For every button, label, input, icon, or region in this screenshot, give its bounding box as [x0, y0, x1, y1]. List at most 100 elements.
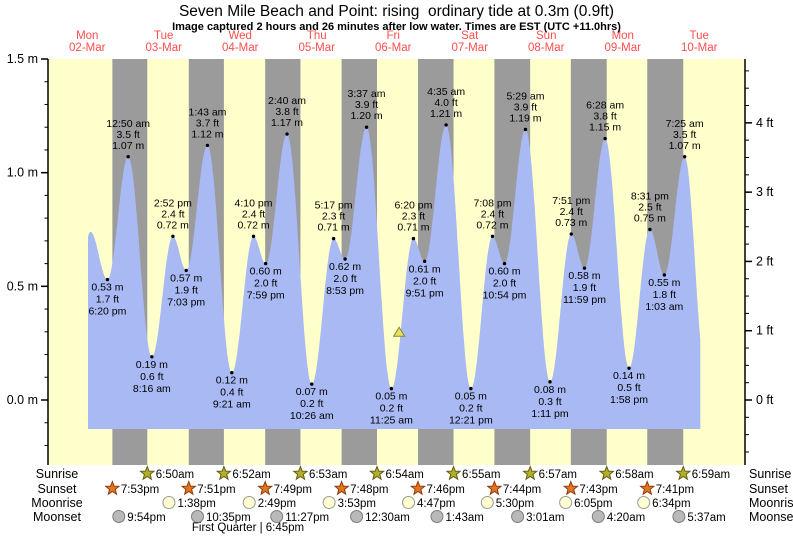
sunrise-icon — [215, 465, 232, 481]
moonrise-time: 1:38pm — [177, 498, 215, 510]
moonrise-icon — [162, 496, 176, 509]
high-tide-label: 3:37 am — [348, 88, 386, 100]
sunrise-time: 6:59am — [692, 469, 730, 481]
low-tide-label: 0.05 m — [455, 391, 487, 403]
tide-extreme-dot — [126, 155, 130, 159]
low-tide-label: 0.14 m — [613, 370, 645, 382]
tide-extreme-dot — [171, 234, 175, 239]
high-tide-label: 0.75 m — [634, 213, 666, 225]
low-tide-label: 0.57 m — [170, 272, 202, 284]
high-tide-label: 5:17 pm — [315, 200, 353, 212]
high-tide-label: 7:51 pm — [552, 195, 590, 207]
row-label-sunset: Sunset — [749, 482, 788, 496]
tide-extreme-dot — [184, 268, 188, 273]
sunset-time: 7:49pm — [274, 484, 312, 496]
tide-extreme-dot — [627, 366, 631, 370]
sunrise-icon — [368, 465, 386, 481]
row-label-moonrise: Moonrise — [749, 496, 793, 510]
y-axis-label-m: 1.5 m — [7, 52, 38, 66]
moonset-icon — [270, 510, 284, 523]
low-tide-label: 0.61 m — [409, 263, 441, 275]
y-axis-label-ft: 0 ft — [756, 393, 774, 407]
moonset-time: 11:27pm — [285, 512, 329, 524]
sunset-time: 7:53pm — [121, 484, 159, 496]
sunrise-time: 6:54am — [385, 469, 423, 481]
tide-extreme-dot — [469, 386, 473, 391]
low-tide-label: 8:53 pm — [326, 285, 364, 297]
low-tide-label: 2.0 ft — [333, 273, 356, 285]
high-tide-label: 0.72 m — [237, 219, 269, 231]
moonset-time: 1:43am — [445, 512, 483, 524]
high-tide-label: 3.8 ft — [275, 106, 298, 118]
row-label-sunrise: Sunrise — [36, 467, 78, 481]
tide-extreme-dot — [682, 155, 687, 159]
tide-extreme-dot — [205, 143, 210, 148]
low-tide-label: 1.8 ft — [653, 289, 676, 301]
sunrise-time: 6:55am — [462, 469, 500, 481]
moonset-icon — [672, 510, 686, 523]
high-tide-label: 2:52 pm — [154, 197, 192, 209]
tide-extreme-dot — [389, 386, 394, 391]
high-tide-label: 8:31 pm — [631, 191, 669, 203]
moonset-icon — [190, 510, 204, 523]
high-tide-label: 6:20 pm — [394, 200, 432, 212]
high-tide-label: 0.72 m — [157, 219, 189, 231]
low-tide-label: 0.55 m — [648, 277, 680, 289]
low-tide-label: 2.0 ft — [254, 278, 277, 290]
row-label-moonset: Moonset — [33, 510, 81, 524]
sunset-icon — [180, 480, 197, 496]
high-tide-label: 1.17 m — [271, 117, 303, 129]
sunset-icon — [639, 480, 656, 496]
tide-extreme-dot — [331, 236, 336, 241]
high-tide-label: 2.4 ft — [481, 208, 504, 220]
sunset-time: 7:43pm — [579, 484, 617, 496]
moonrise-icon — [480, 496, 494, 509]
moonset-time: 4:20am — [607, 512, 645, 524]
tide-extreme-dot — [364, 125, 369, 129]
high-tide-label: 0.71 m — [318, 222, 350, 234]
low-tide-label: 7:59 pm — [247, 290, 285, 302]
day-header-date: 07-Mar — [452, 42, 489, 54]
low-tide-label: 1:58 pm — [610, 394, 648, 406]
high-tide-label: 3.9 ft — [514, 101, 537, 113]
tide-area — [88, 124, 701, 430]
day-header-date: 10-Mar — [681, 42, 718, 54]
high-tide-label: 3.5 ft — [116, 129, 139, 141]
tide-extreme-dot — [230, 371, 234, 375]
low-tide-label: 10:26 am — [290, 410, 334, 422]
sunset-icon — [333, 480, 350, 496]
high-tide-label: 7:08 pm — [474, 197, 512, 209]
tide-extreme-dot — [310, 382, 314, 386]
high-tide-label: 2.4 ft — [560, 206, 583, 218]
high-tide-label: 2:40 am — [268, 95, 306, 107]
moonrise-time: 4:47pm — [417, 498, 455, 510]
tide-extreme-dot — [502, 261, 507, 266]
sunrise-icon — [445, 465, 462, 481]
low-tide-label: 0.07 m — [296, 386, 328, 398]
moonset-time: 3:01am — [526, 512, 564, 524]
y-axis-label-ft: 3 ft — [756, 185, 774, 199]
sunrise-icon — [139, 465, 156, 481]
y-axis-label-ft: 1 ft — [756, 324, 774, 338]
sunset-icon — [104, 480, 121, 496]
tide-extreme-dot — [582, 266, 587, 270]
y-axis-label-m: 0.0 m — [7, 393, 38, 407]
tide-extreme-dot — [251, 234, 256, 239]
moonset-time: 10:35pm — [206, 512, 251, 524]
low-tide-label: 0.6 ft — [140, 371, 163, 383]
day-header-weekday: Mon — [612, 30, 634, 42]
low-tide-label: 8:16 am — [133, 383, 171, 395]
low-tide-label: 1:03 am — [645, 301, 683, 313]
tide-extreme-dot — [662, 273, 667, 277]
tide-extreme-dot — [548, 380, 552, 384]
high-tide-label: 1.07 m — [669, 140, 701, 152]
sunrise-time: 6:58am — [615, 469, 653, 481]
moonrise-icon — [242, 496, 256, 509]
high-tide-label: 7:25 am — [666, 118, 704, 130]
sunrise-icon — [598, 465, 615, 481]
moonrise-time: 6:05pm — [574, 498, 612, 510]
page-title: Seven Mile Beach and Point: rising ordin… — [178, 3, 615, 20]
low-tide-label: 10:54 pm — [483, 290, 527, 302]
moonset-icon — [591, 510, 605, 523]
high-tide-label: 2.3 ft — [402, 211, 425, 223]
